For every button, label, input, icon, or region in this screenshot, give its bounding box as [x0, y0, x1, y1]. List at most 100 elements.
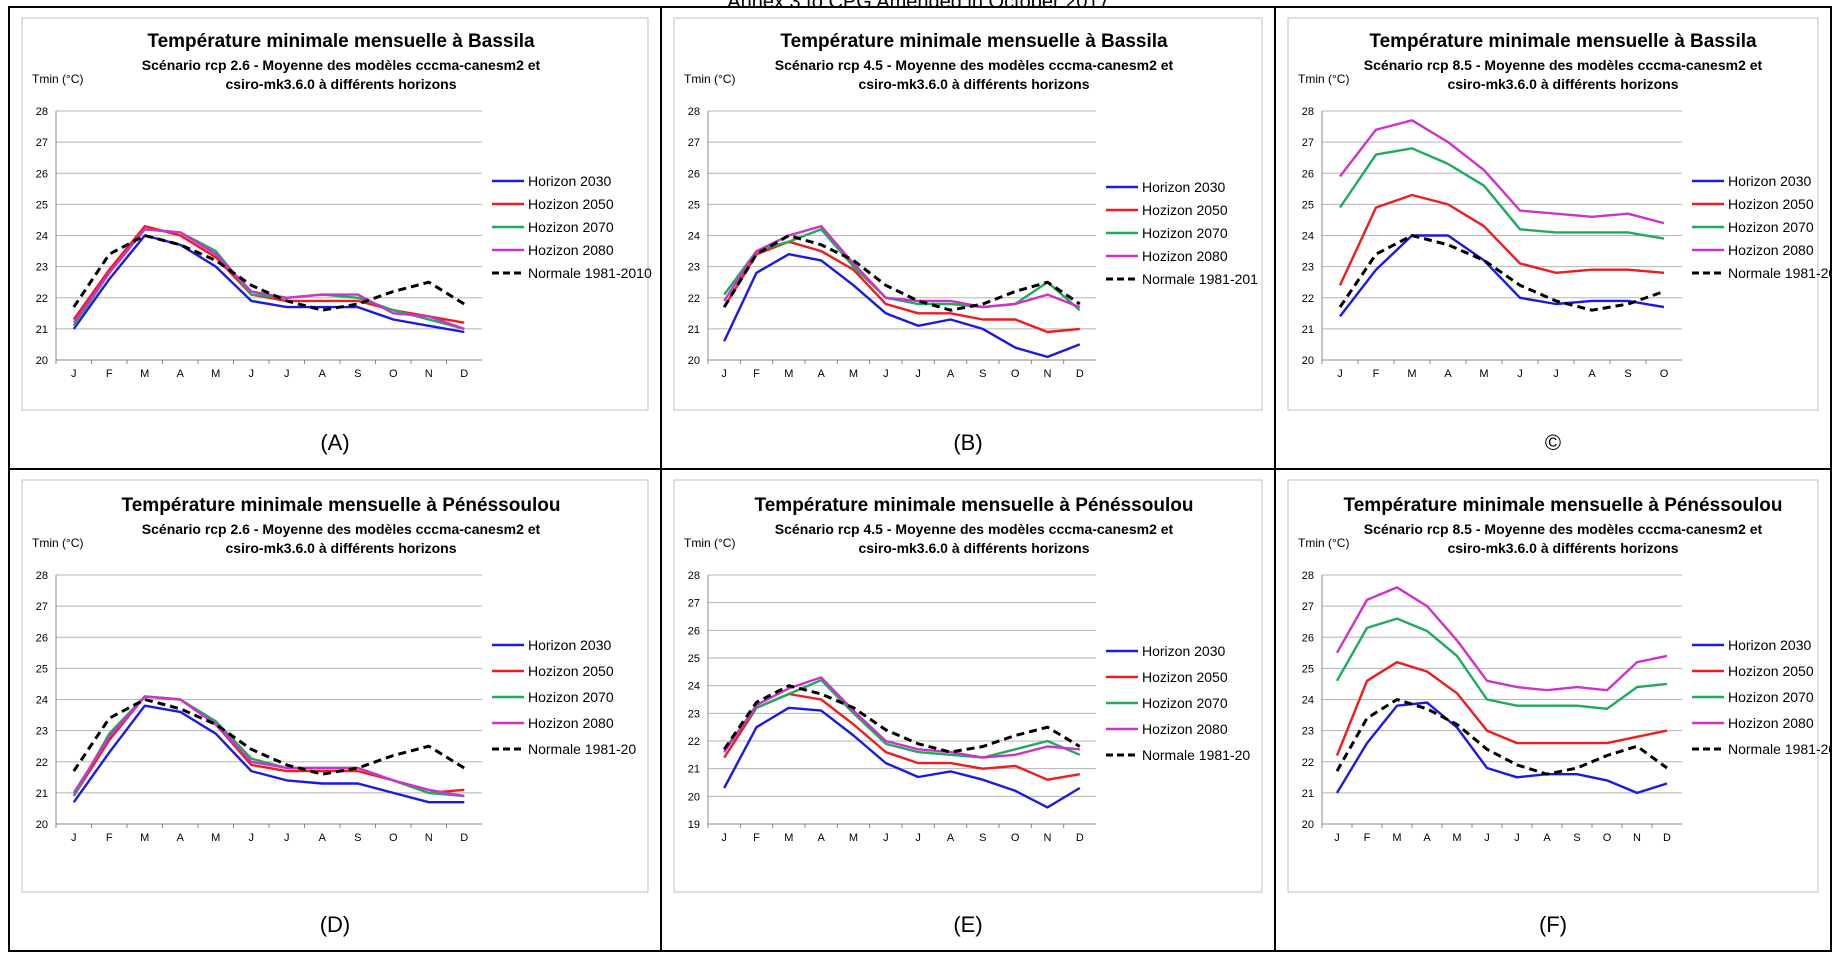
y-tick-label: 20	[36, 819, 48, 831]
y-tick-label: 27	[688, 598, 700, 610]
x-tick-label: J	[71, 832, 77, 844]
series-line	[723, 228, 1081, 312]
x-tick-label: A	[947, 832, 955, 844]
x-tick-label: A	[817, 832, 825, 844]
grid-divider-2	[1274, 6, 1276, 952]
chart-grid: Température minimale mensuelle à Bassila…	[8, 0, 1832, 952]
y-tick-label: 26	[36, 168, 48, 180]
y-tick-label: 23	[688, 262, 700, 274]
chart-title: Température minimale mensuelle à Pénésso…	[755, 495, 1194, 516]
series-line	[1335, 617, 1668, 711]
x-tick-label: M	[784, 368, 793, 380]
legend-label: Horizon 2030	[1728, 637, 1811, 653]
legend-label: Hozizon 2070	[528, 689, 614, 705]
x-tick-label: A	[177, 368, 185, 380]
legend-label: Horizon 2030	[1728, 173, 1811, 189]
legend-label: Horizon 2030	[1142, 643, 1225, 659]
y-tick-label: 22	[688, 293, 700, 305]
x-tick-label: N	[1044, 368, 1052, 380]
y-tick-label: 26	[688, 168, 700, 180]
series-line	[1339, 119, 1665, 225]
legend-label: Hozizon 2070	[528, 219, 614, 235]
y-tick-label: 28	[1302, 570, 1314, 582]
legend-label: Hozizon 2050	[1728, 196, 1814, 212]
legend-label: Hozizon 2050	[528, 663, 614, 679]
y-tick-label: 26	[36, 632, 48, 644]
y-axis-label: Tmin (°C)	[1298, 536, 1349, 550]
x-tick-label: J	[883, 368, 889, 380]
panel-label: (A)	[320, 430, 349, 455]
y-tick-label: 22	[36, 757, 48, 769]
y-tick-label: 26	[1302, 632, 1314, 644]
x-tick-label: A	[1588, 368, 1596, 380]
x-tick-label: A	[319, 368, 327, 380]
series-line	[723, 706, 1081, 809]
legend-label: Normale 1981-201	[1142, 271, 1258, 287]
y-axis-label: Tmin (°C)	[1298, 72, 1349, 86]
y-tick-label: 25	[36, 199, 48, 211]
chart-subtitle-line2: csiro-mk3.6.0 à différents horizons	[225, 76, 456, 92]
y-tick-label: 28	[1302, 106, 1314, 118]
x-tick-label: F	[1373, 368, 1380, 380]
x-tick-label: F	[106, 832, 113, 844]
x-tick-label: J	[721, 368, 727, 380]
y-tick-label: 21	[36, 788, 48, 800]
x-tick-label: D	[460, 368, 468, 380]
x-tick-label: J	[1517, 368, 1523, 380]
legend-label: Hozizon 2080	[528, 242, 614, 258]
y-tick-label: 24	[1302, 695, 1314, 707]
series-line	[722, 684, 1081, 754]
y-tick-label: 28	[36, 570, 48, 582]
chart-subtitle-line1: Scénario rcp 2.6 - Moyenne des modèles c…	[142, 521, 541, 537]
x-tick-label: S	[1573, 832, 1580, 844]
y-tick-label: 20	[688, 791, 700, 803]
y-tick-label: 21	[688, 324, 700, 336]
y-tick-label: 20	[688, 355, 700, 367]
chart-frame	[21, 17, 649, 411]
y-tick-label: 22	[688, 736, 700, 748]
chart-panel-d: Température minimale mensuelle à Pénésso…	[21, 479, 649, 937]
y-tick-label: 24	[1302, 231, 1314, 243]
series-line	[72, 234, 466, 312]
grid-border-bottom	[8, 950, 1832, 952]
x-tick-label: D	[460, 832, 468, 844]
chart-title: Température minimale mensuelle à Pénésso…	[1344, 495, 1783, 516]
chart-subtitle-line1: Scénario rcp 2.6 - Moyenne des modèles c…	[142, 57, 541, 73]
chart-subtitle-line2: csiro-mk3.6.0 à différents horizons	[1447, 76, 1678, 92]
x-tick-label: J	[1514, 832, 1520, 844]
x-tick-label: J	[284, 368, 290, 380]
grid-divider-1	[660, 6, 662, 952]
series-line	[1339, 147, 1665, 240]
y-tick-label: 27	[36, 601, 48, 613]
legend-label: Horizon 2030	[1142, 179, 1225, 195]
legend-label: Hozizon 2080	[1728, 715, 1814, 731]
x-tick-label: J	[71, 368, 77, 380]
x-tick-label: M	[140, 832, 149, 844]
x-tick-label: S	[979, 368, 986, 380]
chart-panel-f: Température minimale mensuelle à Pénésso…	[1287, 479, 1830, 937]
legend-label: Hozizon 2070	[1728, 219, 1814, 235]
series-line	[1335, 701, 1668, 795]
series-line	[72, 228, 465, 331]
x-tick-label: J	[915, 368, 921, 380]
grid-border-top	[8, 6, 1832, 8]
x-tick-label: J	[721, 832, 727, 844]
panel-label: (F)	[1539, 912, 1567, 937]
chart-title: Température minimale mensuelle à Pénésso…	[122, 495, 561, 516]
chart-frame	[1287, 479, 1819, 893]
x-tick-label: M	[784, 832, 793, 844]
y-tick-label: 23	[36, 726, 48, 738]
y-tick-label: 21	[688, 764, 700, 776]
x-tick-label: S	[1624, 368, 1631, 380]
y-tick-label: 23	[36, 262, 48, 274]
legend-label: Hozizon 2050	[1728, 663, 1814, 679]
x-tick-label: A	[1423, 832, 1431, 844]
series-line	[723, 252, 1081, 359]
x-tick-label: D	[1663, 832, 1671, 844]
x-tick-label: J	[915, 832, 921, 844]
x-tick-label: O	[1011, 368, 1020, 380]
chart-subtitle-line2: csiro-mk3.6.0 à différents horizons	[225, 540, 456, 556]
chart-subtitle-line2: csiro-mk3.6.0 à différents horizons	[1447, 540, 1678, 556]
legend-label: Hozizon 2080	[528, 715, 614, 731]
panel-label: (E)	[953, 912, 982, 937]
